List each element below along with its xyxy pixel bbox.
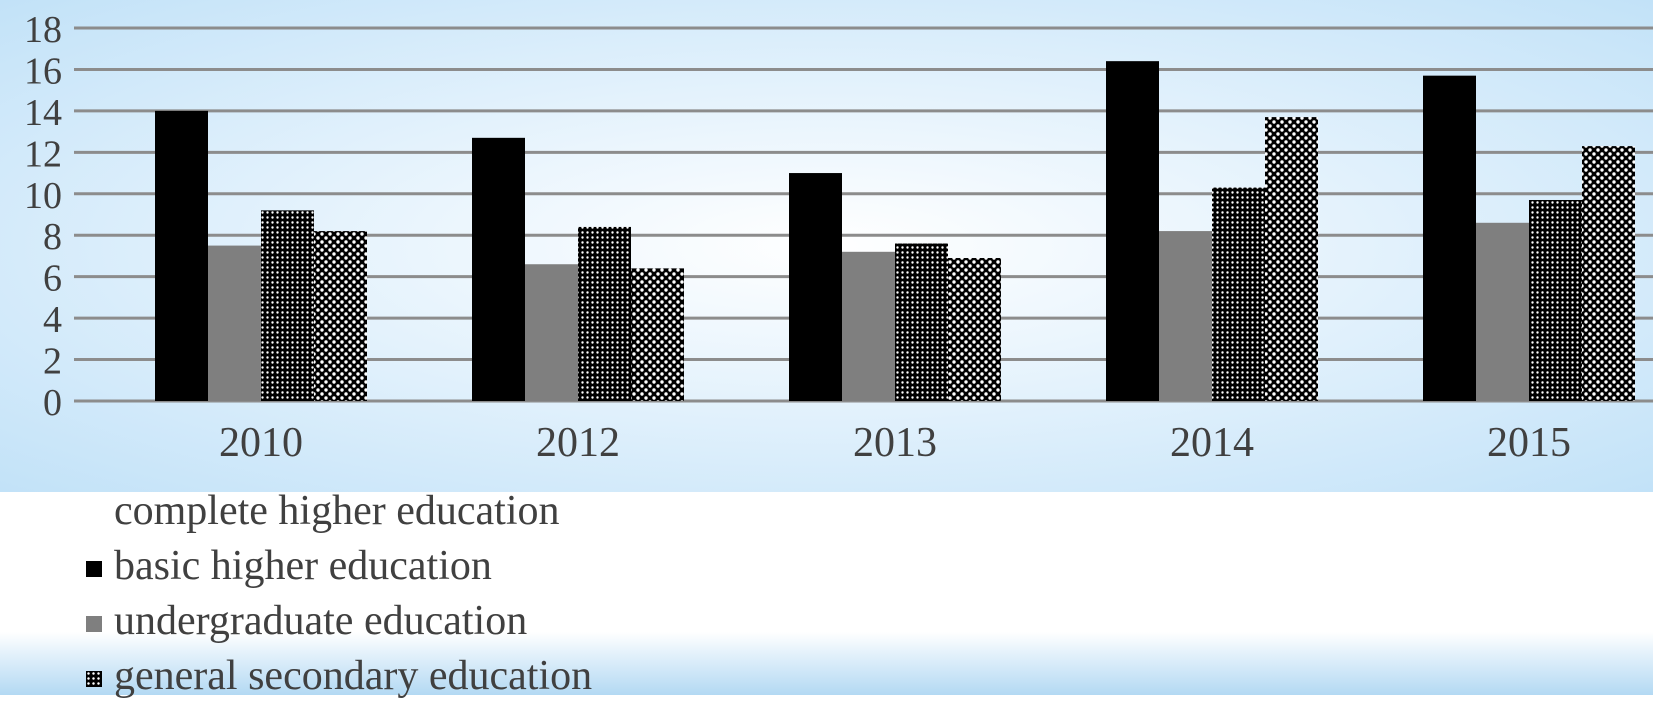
bars <box>155 61 1635 402</box>
x-tick-label: 2015 <box>1487 420 1571 466</box>
bar <box>1529 199 1582 401</box>
bottom-gradient-band <box>0 632 1653 695</box>
bar <box>578 226 631 401</box>
bar <box>1212 187 1265 401</box>
legend-label: complete higher education <box>114 488 560 534</box>
legend-label: undergraduate education <box>114 598 528 644</box>
y-tick-label: 18 <box>24 9 62 51</box>
y-tick-label: 8 <box>43 216 62 258</box>
bar <box>789 173 842 401</box>
legend-swatch-gray <box>86 616 102 632</box>
bar <box>1106 61 1159 402</box>
bar <box>1582 146 1635 401</box>
bar <box>472 137 525 402</box>
y-tick-label: 4 <box>43 299 62 341</box>
bar <box>1159 231 1212 401</box>
legend-swatch-black <box>86 561 102 577</box>
y-tick-label: 16 <box>24 50 62 92</box>
bar <box>1423 75 1476 402</box>
legend-label: general secondary education <box>114 653 593 699</box>
bar <box>895 243 948 401</box>
x-tick-label: 2012 <box>536 420 620 466</box>
bar <box>525 264 578 401</box>
bar <box>1476 222 1529 401</box>
y-tick-label: 2 <box>43 341 62 383</box>
bar <box>842 251 895 401</box>
bar <box>261 210 314 401</box>
x-axis-ticks: 2010 2012 2013 2014 2015 <box>219 420 1571 466</box>
bar <box>1265 117 1318 401</box>
bar <box>948 258 1001 401</box>
y-tick-label: 14 <box>24 92 62 134</box>
bar <box>208 245 261 401</box>
x-tick-label: 2010 <box>219 420 303 466</box>
y-tick-label: 6 <box>43 258 62 300</box>
y-tick-label: 10 <box>24 175 62 217</box>
y-tick-label: 0 <box>43 382 62 424</box>
bar <box>155 110 208 401</box>
legend-label: basic higher education <box>114 543 492 589</box>
legend-swatch-dotted <box>86 671 102 687</box>
bar <box>631 268 684 401</box>
x-tick-label: 2013 <box>853 420 937 466</box>
y-tick-label: 12 <box>24 133 62 175</box>
bar <box>314 231 367 401</box>
x-tick-label: 2014 <box>1170 420 1254 466</box>
